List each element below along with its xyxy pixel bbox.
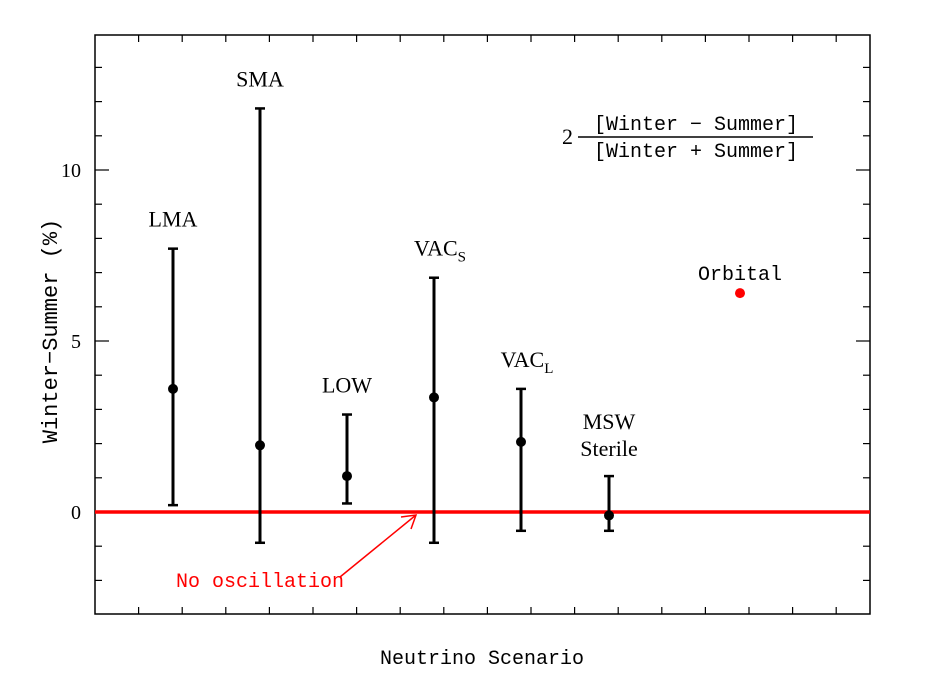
data-point-marker [516, 436, 526, 447]
orbital-point: Orbital [698, 264, 782, 299]
data-point-marker [604, 510, 614, 521]
y-axis-label: Winter−Summer (%) [39, 219, 64, 443]
plot-frame [94, 34, 871, 615]
y-tick-label: 0 [71, 502, 81, 524]
x-axis-ticks [138, 35, 837, 614]
data-point-group: LOW [322, 373, 372, 505]
point-label: SMA [236, 66, 284, 91]
data-point-marker [255, 440, 265, 451]
point-label: MSW [583, 409, 636, 434]
formula-denominator: [Winter + Summer] [594, 141, 798, 164]
data-point-group: LMA [149, 207, 198, 507]
y-tick-label: 10 [61, 160, 81, 182]
no-oscillation-arrowhead [400, 514, 418, 530]
point-label: VACS [414, 236, 466, 266]
no-oscillation-label: No oscillation [176, 571, 344, 594]
y-axis-ticks: 0 5 10 [61, 66, 870, 582]
data-point-group: SMA [236, 66, 284, 545]
point-label: LOW [322, 373, 372, 398]
point-label: VACL [501, 347, 554, 377]
data-point-group: VACS [414, 236, 466, 545]
plot-border [94, 34, 871, 615]
formula-numerator: [Winter − Summer] [594, 114, 798, 137]
point-label: LMA [149, 207, 198, 232]
formula-coefficient: 2 [562, 124, 573, 149]
point-label-line2: Sterile [580, 436, 637, 461]
data-point-marker [168, 383, 178, 394]
no-oscillation-arrow [339, 514, 417, 578]
formula-annotation: 2 [Winter − Summer] [Winter + Summer] [562, 114, 813, 164]
x-axis-label: Neutrino Scenario [380, 648, 584, 671]
y-tick-label: 5 [71, 331, 81, 353]
data-point-marker [429, 392, 439, 403]
orbital-label: Orbital [698, 264, 782, 287]
orbital-marker [735, 288, 745, 299]
data-point-marker [342, 471, 352, 482]
data-point-group: VACL [501, 347, 554, 533]
